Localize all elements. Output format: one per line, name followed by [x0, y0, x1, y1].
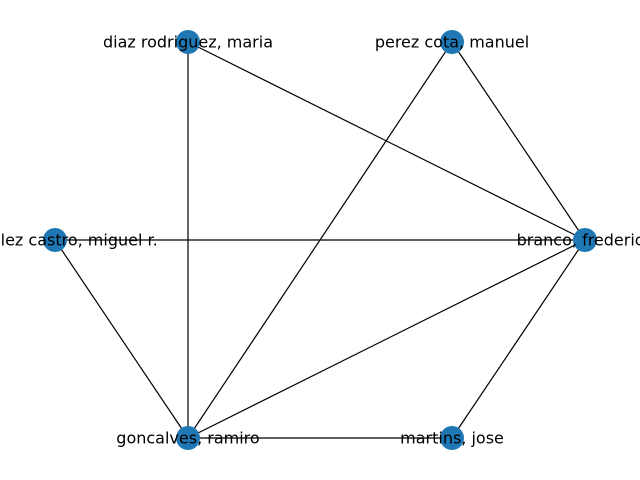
node-label-perez: perez cota, manuel — [375, 33, 529, 52]
node-label-branco: branco, frederico — [517, 231, 640, 250]
edge-gonzalez-goncalves — [54, 239, 189, 439]
edges-layer — [54, 41, 586, 439]
node-martins — [440, 426, 464, 450]
node-label-diaz: diaz rodriguez, maria — [103, 33, 273, 52]
node-gonzalez — [43, 228, 67, 252]
edge-branco-martins — [451, 239, 586, 439]
node-goncalves — [176, 426, 200, 450]
node-branco — [573, 228, 597, 252]
edge-branco-goncalves — [187, 239, 586, 439]
node-label-goncalves: goncalves, ramiro — [116, 429, 259, 448]
node-diaz — [176, 30, 200, 54]
node-perez — [440, 30, 464, 54]
node-label-martins: martins, jose — [400, 429, 504, 448]
nodes-layer — [43, 30, 597, 450]
labels-layer: diaz rodriguez, maria perez cota, manuel b… — [0, 33, 640, 448]
edge-perez-branco — [451, 41, 586, 241]
node-label-gonzalez: gonzalez castro, miguel r. — [0, 231, 158, 250]
